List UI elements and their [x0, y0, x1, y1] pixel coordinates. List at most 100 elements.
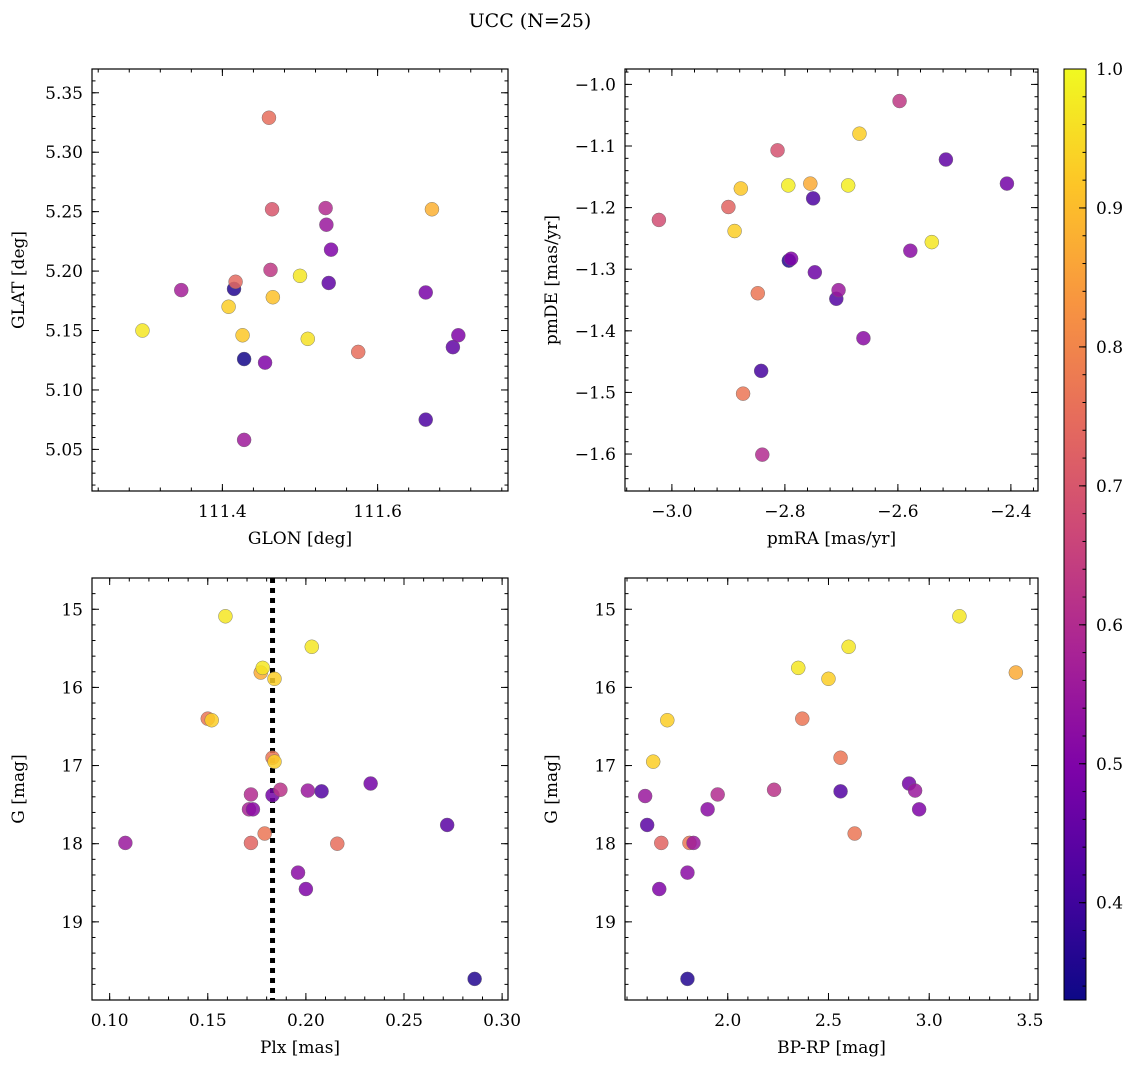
data-point [1008, 665, 1024, 680]
data-point [228, 274, 243, 289]
data-point [852, 126, 867, 141]
data-point [445, 339, 461, 355]
x-tick-label: −2.6 [877, 502, 918, 522]
y-tick-label: 15 [61, 600, 83, 620]
data-point [265, 290, 281, 305]
data-point [755, 447, 770, 462]
data-point [821, 671, 836, 687]
x-tick-label: 3.0 [916, 1011, 943, 1031]
panel-plx-gmag: 0.10 0.15 0.20 0.25 0.30 15 16 17 18 19 Plx [mas] G… [9, 577, 521, 1058]
data-point [753, 363, 769, 379]
data-point [245, 802, 261, 817]
y-tick-label: −1.2 [575, 199, 616, 219]
data-point [221, 299, 236, 314]
y-tick-label: −1.6 [575, 445, 616, 465]
figure-title: UCC (N=25) [469, 10, 592, 32]
x-tick-label: 2.5 [815, 1011, 842, 1031]
data-point [651, 212, 667, 228]
y-tick-label: 18 [61, 835, 83, 855]
panels: 111.4 111.6 5.05 5.10 5.15 5.20 5.25 5.30 5.35 GL… [9, 68, 1043, 1058]
y-axis-label: pmDE [mas/yr] [542, 215, 562, 345]
y-tick-label: 5.15 [45, 322, 83, 342]
panel-pmra-pmde: −3.0 −2.8 −2.6 −2.4 −1.6 −1.5 −1.4 −1.3 −1.2 −1.1… [542, 68, 1039, 549]
data-point [298, 881, 314, 897]
data-point [418, 285, 433, 300]
y-tick-label: 5.20 [45, 262, 83, 282]
data-point [856, 331, 871, 346]
data-point [831, 282, 846, 298]
colorbar-tick-label: 0.9 [1096, 199, 1123, 219]
y-tick-label: 5.05 [45, 440, 83, 460]
data-point [218, 609, 233, 624]
data-point [840, 178, 856, 193]
x-tick-label: 111.4 [198, 502, 247, 522]
y-axis-label: G [mag] [542, 754, 562, 823]
data-point [680, 865, 695, 880]
x-tick-label: −3.0 [651, 502, 692, 522]
x-tick-label: 0.15 [189, 1011, 227, 1031]
data-point [680, 971, 695, 987]
data-point [135, 323, 150, 338]
data-point [263, 262, 278, 278]
data-point [833, 784, 848, 799]
data-point [267, 671, 282, 687]
colorbar-tick-label: 0.4 [1096, 894, 1123, 914]
data-point [261, 110, 277, 125]
data-point [903, 243, 918, 258]
data-point [351, 344, 366, 360]
data-point [243, 787, 259, 802]
data-point [300, 783, 316, 798]
y-tick-label: 5.25 [45, 203, 83, 223]
y-tick-label: −1.3 [575, 260, 616, 280]
y-tick-label: 19 [61, 913, 83, 933]
y-tick-label: 17 [61, 757, 83, 777]
data-point [257, 826, 272, 841]
data-point [236, 351, 252, 367]
x-axis-label: pmRA [mas/yr] [767, 529, 896, 549]
data-point [264, 202, 280, 217]
x-tick-label: −2.4 [990, 502, 1031, 522]
data-point [300, 331, 315, 347]
x-tick-label: 111.6 [353, 502, 402, 522]
data-point [118, 835, 133, 851]
data-point [907, 783, 923, 798]
x-tick-label: 0.25 [385, 1011, 423, 1031]
y-tick-label: 15 [594, 600, 616, 620]
axes-frame [624, 68, 1039, 492]
y-tick-label: −1.4 [575, 322, 616, 342]
data-point [952, 609, 967, 624]
data-point [686, 835, 701, 851]
y-axis-label: G [mag] [9, 754, 29, 823]
data-point [363, 776, 378, 791]
x-tick-label: −2.8 [764, 502, 805, 522]
data-point [750, 286, 765, 301]
data-point [319, 217, 334, 232]
x-tick-label: 0.10 [91, 1011, 129, 1031]
data-point [304, 639, 319, 654]
x-tick-label: 2.0 [714, 1011, 741, 1031]
data-point [236, 432, 252, 448]
colorbar-tick-label: 0.6 [1096, 616, 1123, 636]
panel-bprp-gmag: 2.0 2.5 3.0 3.5 15 16 17 18 19 BP-RP [mag] G [mag] [542, 577, 1043, 1058]
data-point [467, 971, 482, 987]
x-axis-label: GLON [deg] [248, 529, 352, 549]
data-point [783, 251, 799, 266]
x-axis-label: Plx [mas] [260, 1038, 340, 1058]
colorbar: 0.4 0.5 0.6 0.7 0.8 0.9 1.0 [1063, 60, 1123, 1001]
data-point [660, 713, 675, 728]
x-axis-label: BP-RP [mag] [777, 1038, 886, 1058]
data-point [803, 176, 818, 191]
data-point [807, 265, 823, 280]
data-point [733, 181, 749, 196]
axes-frame [91, 577, 509, 1001]
data-point [321, 275, 336, 291]
data-point [841, 639, 856, 654]
data-point [847, 826, 862, 841]
colorbar-tick-label: 1.0 [1096, 60, 1123, 80]
data-point [243, 835, 259, 851]
data-point [735, 386, 751, 401]
data-point [323, 242, 339, 257]
data-point [938, 152, 954, 167]
colorbar-gradient [1063, 68, 1087, 1001]
data-point [791, 660, 806, 676]
